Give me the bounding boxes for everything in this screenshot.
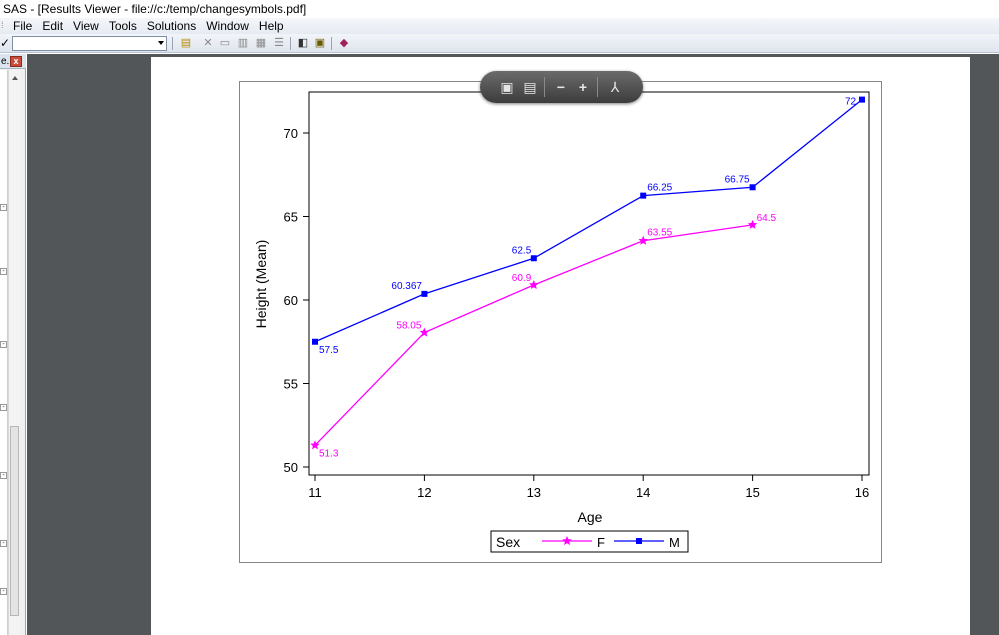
clear-icon[interactable]: ▦ xyxy=(255,37,267,49)
pdf-floating-toolbar: ▣ ▤ − + ⅄ xyxy=(480,71,643,103)
zoom-out-icon[interactable]: − xyxy=(556,79,566,95)
cut-icon[interactable]: ✕ xyxy=(203,37,213,49)
menu-grip-icon: ⁞ xyxy=(1,20,4,30)
list-icon[interactable]: ☰ xyxy=(274,37,284,49)
menu-edit[interactable]: Edit xyxy=(42,19,64,33)
tree-node-icon[interactable]: - xyxy=(0,404,7,411)
toolbar-separator xyxy=(331,37,332,50)
results-panel: e... x - - - - - - - xyxy=(0,54,26,635)
zoom-in-icon[interactable]: + xyxy=(578,79,588,95)
print-icon[interactable]: ▤ xyxy=(523,79,537,95)
tree-node-icon[interactable]: - xyxy=(0,341,7,348)
toolbar-separator xyxy=(290,37,291,50)
toolbar-separator xyxy=(172,37,173,50)
menu-help[interactable]: Help xyxy=(258,19,284,33)
open-folder-icon[interactable]: ▤ xyxy=(180,37,192,49)
menu-bar: ⁞ File Edit View Tools Solutions Window … xyxy=(0,18,999,34)
tree-node-icon[interactable]: - xyxy=(0,472,7,479)
results-tree[interactable]: - - - - - - - xyxy=(0,70,8,635)
tree-node-icon[interactable]: - xyxy=(0,204,7,211)
menu-tools[interactable]: Tools xyxy=(108,19,137,33)
tree-node-icon[interactable]: - xyxy=(0,268,7,275)
new-window-icon[interactable]: ◧ xyxy=(297,37,309,49)
save-icon[interactable]: ▣ xyxy=(500,79,514,95)
menu-file[interactable]: File xyxy=(13,19,33,33)
menu-solutions[interactable]: Solutions xyxy=(146,19,197,33)
command-box[interactable] xyxy=(12,36,167,51)
pdf-toolbar-separator xyxy=(597,77,598,97)
close-icon[interactable]: x xyxy=(10,56,22,67)
submit-check-icon[interactable]: ✓ xyxy=(0,36,11,50)
paste-icon[interactable]: ▥ xyxy=(237,37,249,49)
copy-icon[interactable]: ▭ xyxy=(219,37,231,49)
toolbar xyxy=(0,34,999,53)
menu-window[interactable]: Window xyxy=(206,19,249,33)
scrollbar-thumb[interactable] xyxy=(10,426,19,616)
pdf-toolbar-separator xyxy=(544,77,545,97)
help-book-icon[interactable]: ◆ xyxy=(339,37,349,49)
window-title: SAS - [Results Viewer - file://c:/temp/c… xyxy=(0,0,999,18)
tree-node-icon[interactable]: - xyxy=(0,588,7,595)
chevron-down-icon[interactable] xyxy=(158,41,164,45)
scroll-up-icon[interactable] xyxy=(12,76,18,80)
acrobat-icon[interactable]: ⅄ xyxy=(610,79,620,95)
menu-view[interactable]: View xyxy=(73,19,99,33)
explorer-icon[interactable]: ▣ xyxy=(314,37,326,49)
tree-node-icon[interactable]: - xyxy=(0,540,7,547)
chart-frame xyxy=(239,81,882,563)
vertical-scrollbar[interactable] xyxy=(8,70,20,635)
